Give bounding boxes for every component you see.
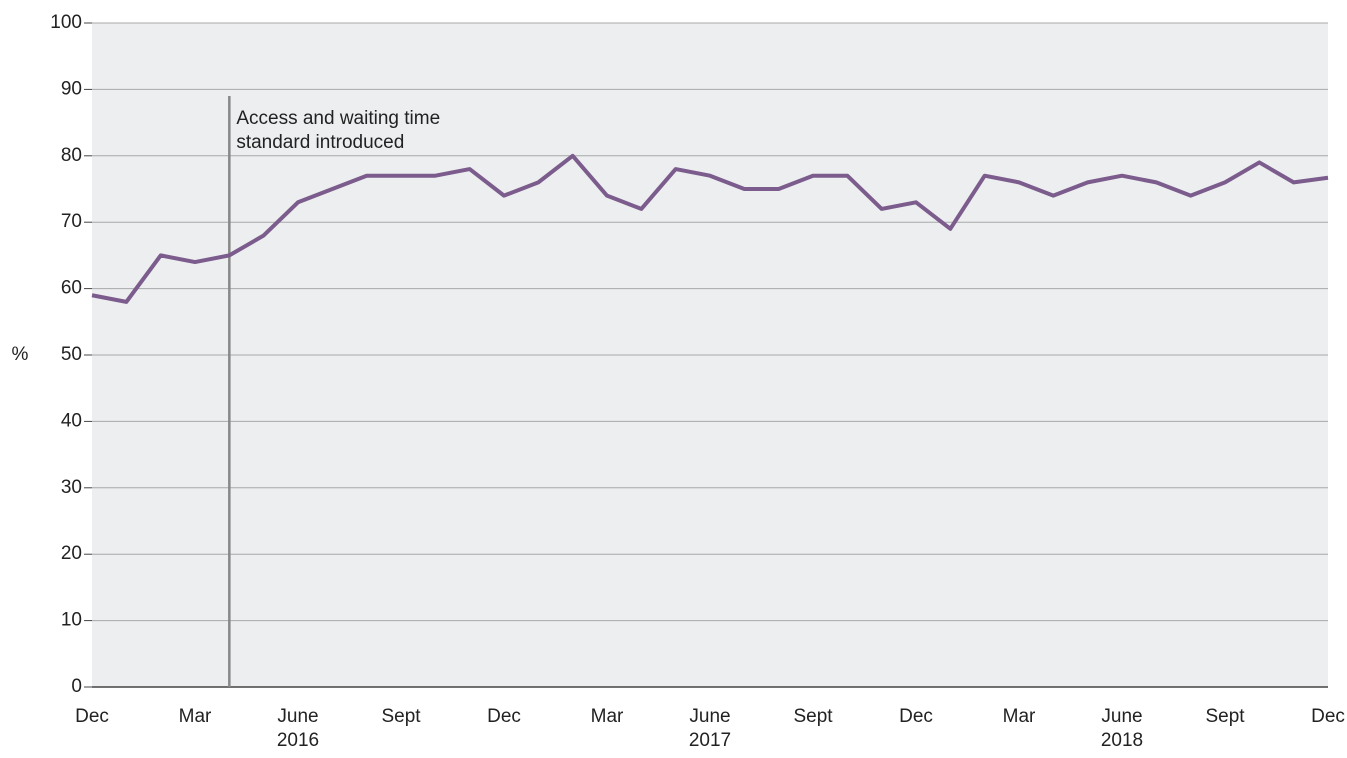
y-axis-label: % bbox=[12, 344, 29, 365]
x-tick-label: June 2017 bbox=[688, 706, 732, 751]
y-tick-label: 50 bbox=[61, 344, 82, 365]
data-line bbox=[91, 153, 1329, 304]
x-tick-label: Sept bbox=[381, 706, 421, 727]
x-tick-label: Sept bbox=[793, 706, 833, 727]
y-tick-label: 0 bbox=[71, 676, 82, 697]
x-tick-label: Dec bbox=[899, 706, 933, 727]
y-tick-label: 80 bbox=[61, 145, 82, 166]
y-tick-label: 70 bbox=[61, 211, 82, 232]
y-tick-label: 20 bbox=[61, 543, 82, 564]
x-tick-label: June 2018 bbox=[1100, 706, 1144, 751]
x-tick-label: Dec bbox=[1311, 706, 1345, 727]
x-tick-label: Sept bbox=[1205, 706, 1245, 727]
x-tick-label: Dec bbox=[75, 706, 109, 727]
y-tick-label: 60 bbox=[61, 278, 82, 299]
x-tick-label: Mar bbox=[590, 706, 624, 727]
x-tick-label: Mar bbox=[1002, 706, 1036, 727]
y-tick-label: 40 bbox=[61, 410, 82, 431]
annotation-text: Access and waiting time standard introdu… bbox=[236, 108, 441, 154]
x-tick-label: June 2016 bbox=[276, 706, 320, 751]
x-tick-label: Mar bbox=[178, 706, 212, 727]
y-tick-label: 90 bbox=[61, 78, 82, 99]
x-tick-label: Dec bbox=[487, 706, 521, 727]
y-tick-label: 30 bbox=[61, 477, 82, 498]
y-tick-label: 100 bbox=[50, 12, 82, 33]
y-tick-label: 10 bbox=[61, 610, 82, 631]
